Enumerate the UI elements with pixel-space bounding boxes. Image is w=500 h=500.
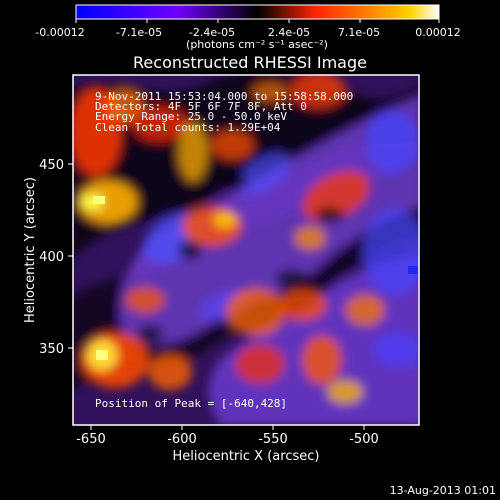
heatmap-hot-blob-23: [345, 294, 385, 326]
heatmap-hot-blob-8: [182, 206, 242, 246]
axes: -650 -600 -550 -500 350 400 450 Heliocen…: [23, 158, 379, 464]
heatmap-hot-blob-13: [294, 226, 326, 250]
colorbar-gradient: [76, 5, 439, 19]
annotation-time-range: 9-Nov-2011 15:53:04.000 to 15:58:58.000: [95, 90, 353, 103]
y-axis-ticks: 350 400 450: [39, 158, 73, 357]
colorbar-tick-5: 7.1e-05: [338, 26, 380, 39]
heatmap-dark-core-4: [276, 269, 308, 289]
heatmap-hot-blob-19: [279, 289, 327, 321]
heatmap-dark-core-5: [137, 325, 163, 343]
heatmap-bright-pixel-1: [93, 196, 105, 204]
plot-annotations: 9-Nov-2011 15:53:04.000 to 15:58:58.000 …: [95, 90, 353, 410]
annotation-detectors: Detectors: 4F 5F 6F 7F 8F, Att 0: [95, 100, 307, 113]
heatmap-hot-blob-4: [107, 87, 143, 123]
colorbar-units: (photons cm⁻² s⁻¹ asec⁻²): [186, 38, 328, 51]
annotation-peak-position: Position of Peak = [-640,428]: [95, 397, 287, 410]
footer-timestamp: 13-Aug-2013 01:01: [390, 484, 496, 497]
colorbar-tick-1: -0.00012: [35, 26, 84, 39]
y-axis-label: Heliocentric Y (arcsec): [23, 177, 38, 323]
annotation-total-counts: Clean Total counts: 1.29E+04: [95, 121, 281, 134]
heatmap-purple-field-1: [119, 96, 419, 345]
x-axis-ticks: -650 -600 -550 -500: [76, 425, 379, 447]
heatmap-dark-core-3: [316, 207, 344, 223]
x-axis-label: Heliocentric X (arcsec): [173, 449, 320, 464]
heatmap-blue-blob-2: [237, 153, 291, 195]
annotation-energy-range: Energy Range: 25.0 - 50.0 keV: [95, 110, 287, 123]
heatmap-hot-blob-10: [290, 75, 346, 108]
heatmap-blue-blob-3: [366, 110, 418, 174]
heatmap-hot-blob-6: [178, 122, 208, 182]
heatmap-hot-blob-21: [302, 335, 342, 385]
heatmap-hot-blob-5: [132, 106, 188, 142]
heatmap-hot-blob-7: [210, 130, 254, 160]
heatmap-hot-blob-22: [327, 380, 363, 404]
y-tick-label-2: 400: [39, 250, 64, 265]
colorbar-tick-6: 0.00012: [415, 26, 461, 39]
heatmap-dark-core-1: [178, 241, 202, 259]
heatmap-hot-blob-18: [226, 288, 286, 336]
y-tick-label-3: 450: [39, 158, 64, 173]
plot-frame: [72, 74, 420, 426]
heatmap-bright-pixel-2: [96, 350, 108, 360]
x-tick-label-3: -550: [258, 432, 288, 447]
x-tick-label-1: -650: [76, 432, 106, 447]
heatmap-hot-blob-9: [213, 212, 237, 228]
heatmap-hot-blob-2: [78, 180, 138, 224]
y-tick-label-1: 350: [39, 342, 64, 357]
heatmap-blue-blob-5: [373, 332, 419, 368]
colorbar-tick-2: -7.1e-05: [116, 26, 162, 39]
colorbar-ticks: -0.00012 -7.1e-05 -2.4e-05 2.4e-05 7.1e-…: [35, 19, 461, 39]
heatmap-hot-blob-20: [235, 344, 285, 384]
colorbar-frame: [75, 4, 440, 20]
heatmap-hot-blob-12: [302, 170, 370, 222]
colorbar-tick-4: 2.4e-05: [268, 26, 310, 39]
heatmap-area: [73, 75, 419, 425]
heatmap-dark-core-2: [224, 174, 248, 190]
heatmap-hotspot-pixel: [408, 266, 418, 274]
heatmap-hot-blob-11: [252, 82, 288, 102]
x-tick-label-4: -500: [349, 432, 379, 447]
heatmap-hot-blob-16: [148, 354, 192, 390]
colorbar: -0.00012 -7.1e-05 -2.4e-05 2.4e-05 7.1e-…: [35, 4, 461, 51]
heatmap-hot-blob-17: [125, 287, 165, 313]
chart-title: Reconstructed RHESSI Image: [133, 53, 367, 72]
heatmap-blobs: [73, 75, 419, 425]
colorbar-tick-3: -2.4e-05: [189, 26, 235, 39]
x-tick-label-2: -600: [167, 432, 197, 447]
heatmap-blue-blob-4: [363, 208, 419, 296]
